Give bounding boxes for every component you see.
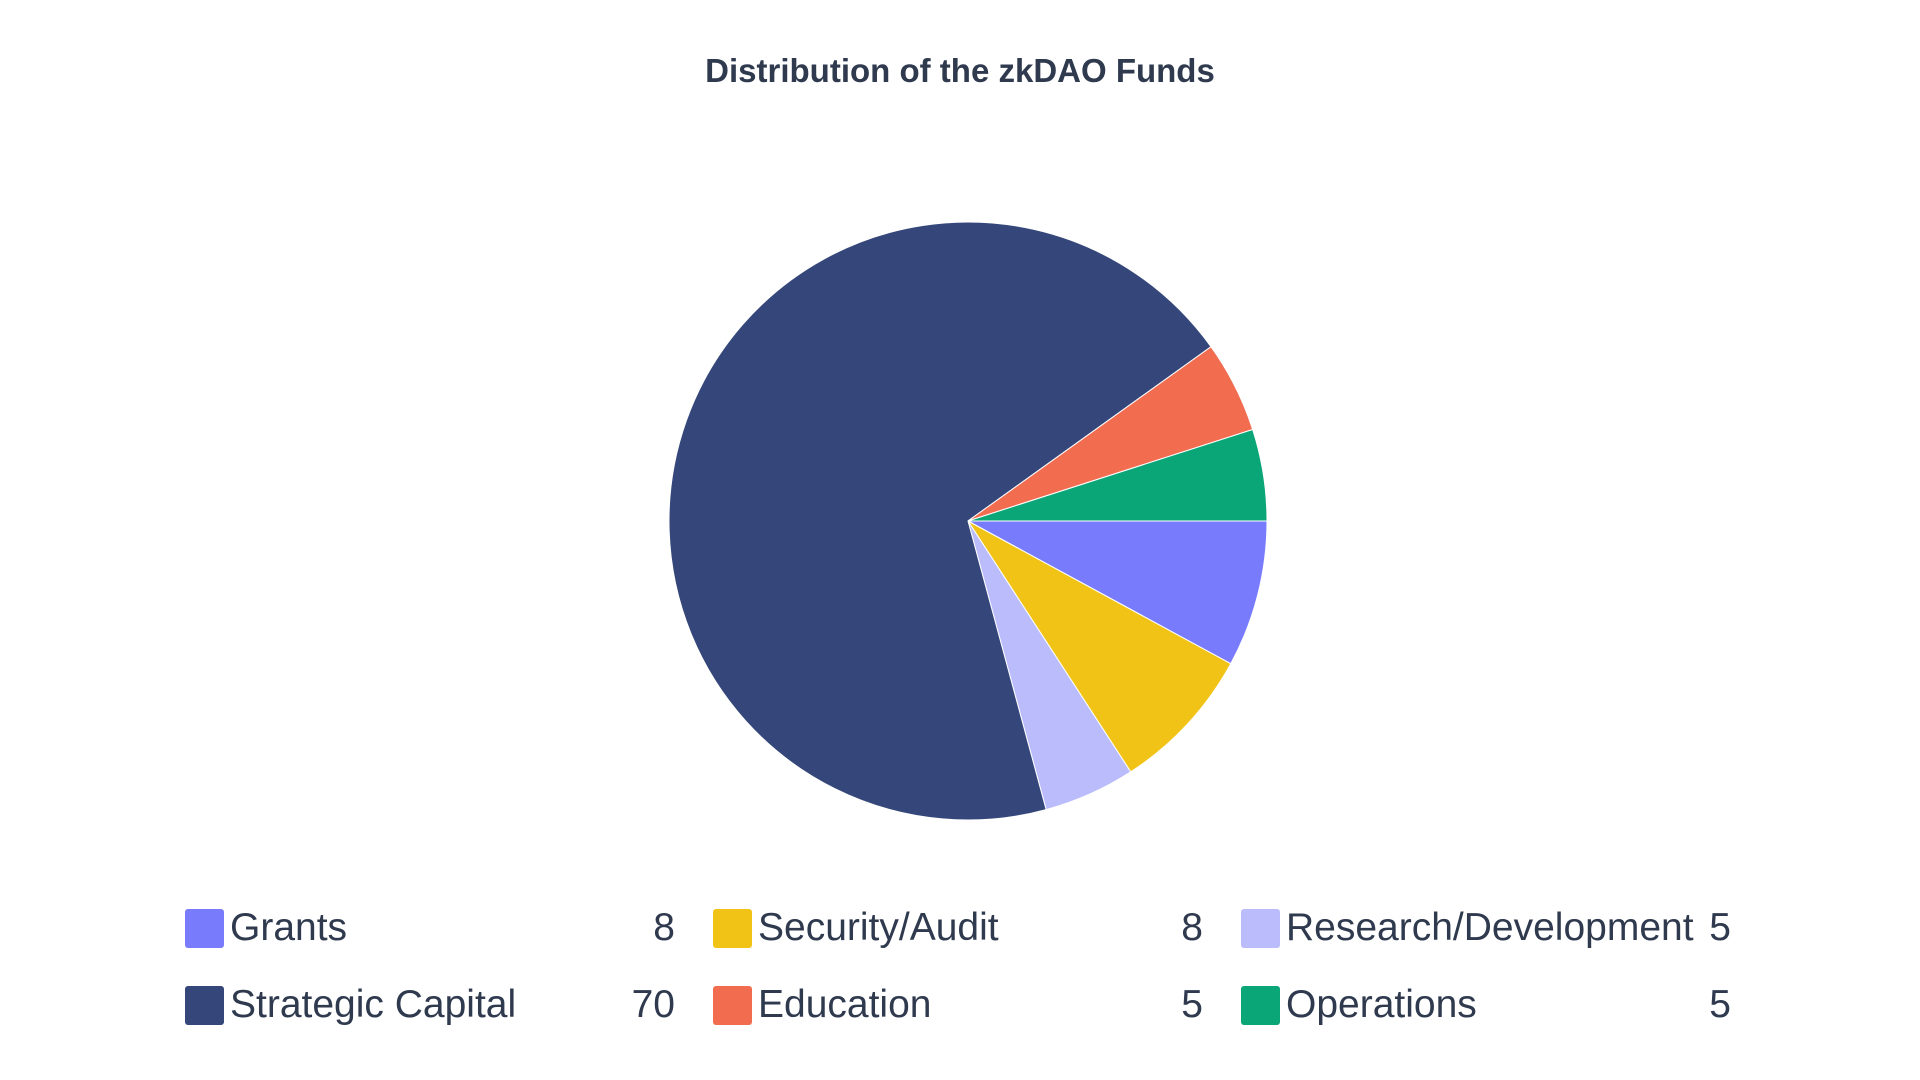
legend-swatch-operations xyxy=(1241,986,1280,1025)
legend-item-strategic-capital[interactable]: Strategic Capital 70 xyxy=(185,975,713,1052)
pie-slice-strategic-capital[interactable] xyxy=(668,221,1212,821)
pie-slice-grants[interactable] xyxy=(967,520,1268,665)
legend-item-operations[interactable]: Operations 5 xyxy=(1241,975,1769,1052)
chart-legend: Grants 8 Security/Audit 8 Research/Devel… xyxy=(185,898,1769,1052)
legend-item-security-audit[interactable]: Security/Audit 8 xyxy=(713,898,1241,975)
legend-value-strategic-capital: 70 xyxy=(631,983,675,1026)
legend-item-education[interactable]: Education 5 xyxy=(713,975,1241,1052)
legend-label-security-audit: Security/Audit xyxy=(758,906,999,949)
legend-value-education: 5 xyxy=(1181,983,1203,1026)
legend-value-grants: 8 xyxy=(653,906,675,949)
legend-label-education: Education xyxy=(758,983,932,1026)
legend-swatch-grants xyxy=(185,909,224,948)
pie-slice-operations[interactable] xyxy=(967,428,1268,522)
legend-label-strategic-capital: Strategic Capital xyxy=(230,983,517,1026)
legend-value-research-development: 5 xyxy=(1709,906,1731,949)
pie-slice-security-audit[interactable] xyxy=(967,520,1232,773)
legend-label-grants: Grants xyxy=(230,906,348,949)
legend-value-security-audit: 8 xyxy=(1181,906,1203,949)
legend-label-research-development: Research/Development xyxy=(1286,906,1694,949)
legend-label-operations: Operations xyxy=(1286,983,1477,1026)
legend-item-research-development[interactable]: Research/Development 5 xyxy=(1241,898,1769,975)
legend-swatch-research-development xyxy=(1241,909,1280,948)
legend-swatch-security-audit xyxy=(713,909,752,948)
legend-item-grants[interactable]: Grants 8 xyxy=(185,898,713,975)
chart-title: Distribution of the zkDAO Funds xyxy=(705,52,1215,89)
legend-swatch-strategic-capital xyxy=(185,986,224,1025)
legend-value-operations: 5 xyxy=(1709,983,1731,1026)
legend-swatch-education xyxy=(713,986,752,1025)
pie-slices xyxy=(668,221,1268,821)
